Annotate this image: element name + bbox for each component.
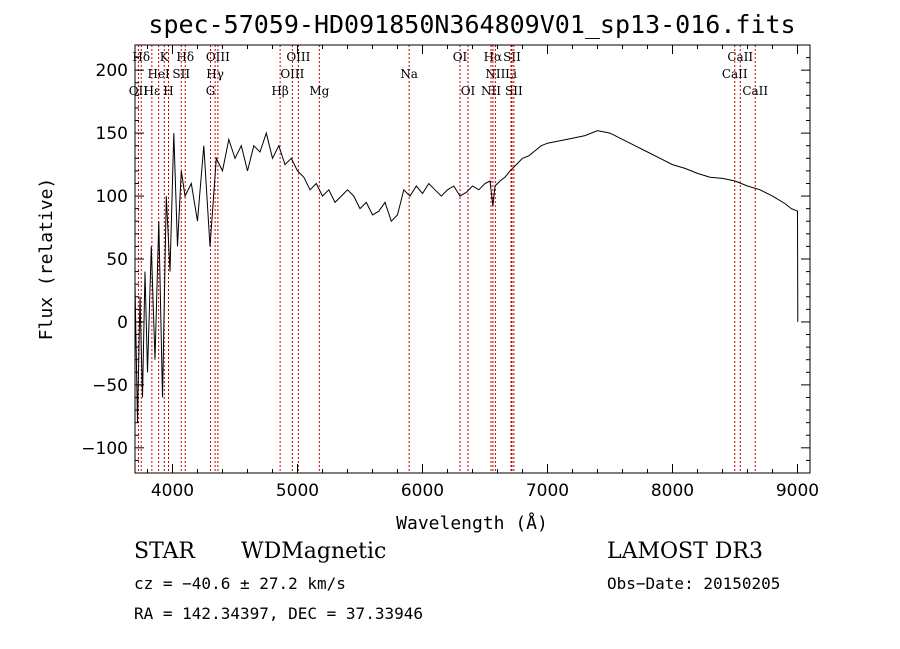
object-class: STAR xyxy=(134,539,196,564)
observation-date: Obs−Date: 20150205 xyxy=(607,574,780,593)
spectral-line-label: Hα xyxy=(484,50,503,64)
spectral-line-label: Hγ xyxy=(206,67,224,81)
y-tick-label: 50 xyxy=(106,250,128,270)
redshift-cz: cz = −40.6 ± 27.2 km/s xyxy=(134,574,346,593)
x-tick-label: 8000 xyxy=(651,481,694,501)
spectral-line-label: Hβ xyxy=(271,84,288,98)
spectral-line-label: Na xyxy=(400,67,418,81)
spectral-line-label: Hδ xyxy=(176,50,194,64)
survey-label: LAMOST DR3 xyxy=(607,539,763,564)
spectral-line-label: SII xyxy=(172,67,190,81)
object-subclass: WDMagnetic xyxy=(241,539,386,564)
x-tick-label: 5000 xyxy=(276,481,319,501)
spectral-line-label: OII xyxy=(129,84,149,98)
spectral-line-label: OIII xyxy=(280,67,304,81)
spectral-line-label: OIII xyxy=(286,50,310,64)
spectral-line-label: OI xyxy=(453,50,468,64)
x-tick-label: 9000 xyxy=(776,481,819,501)
spectral-line-label: G xyxy=(206,84,216,98)
x-tick-label: 4000 xyxy=(151,481,194,501)
spectral-line-label: OIII xyxy=(206,50,230,64)
y-tick-label: −50 xyxy=(92,376,128,396)
y-tick-label: 150 xyxy=(96,124,128,144)
spectral-line-label: OI xyxy=(461,84,476,98)
spectral-line-label: Li xyxy=(505,67,517,81)
x-tick-label: 6000 xyxy=(401,481,444,501)
y-tick-label: −100 xyxy=(81,439,128,459)
spectral-line-label: Hε xyxy=(144,84,161,98)
spectral-line-label: SII xyxy=(503,50,521,64)
y-tick-label: 200 xyxy=(96,61,128,81)
x-axis-label: Wavelength (Å) xyxy=(396,512,548,534)
spectral-line-label: NII xyxy=(481,84,501,98)
spectral-line-label: SII xyxy=(505,84,523,98)
y-tick-label: 0 xyxy=(117,313,128,333)
spectrum-line xyxy=(134,130,799,423)
spectral-line-label: Mg xyxy=(309,84,329,98)
spectral-line-label: HeI xyxy=(147,67,170,81)
spectral-line-label: CaII xyxy=(742,84,768,98)
x-tick-label: 7000 xyxy=(526,481,569,501)
spectral-line-label: CaII xyxy=(722,67,748,81)
axis-ticks: 4000 5000 6000 7000 8000 9000 −100 −50 0 50 100 150… xyxy=(81,44,819,501)
spectral-line-label: CaII xyxy=(727,50,753,64)
spectral-line-label: K xyxy=(160,50,170,64)
y-tick-label: 100 xyxy=(96,187,128,207)
spectral-line-label: Hδ xyxy=(132,50,150,64)
chart-title: spec-57059-HD091850N364809V01_sp13-016.f… xyxy=(148,10,795,39)
spectrum-series xyxy=(134,130,799,423)
spectral-line-label: NII xyxy=(485,67,505,81)
y-axis-label: Flux (relative) xyxy=(36,178,57,341)
ra-dec: RA = 142.34397, DEC = 37.33946 xyxy=(134,604,423,623)
spectral-line-label: H xyxy=(163,84,173,98)
